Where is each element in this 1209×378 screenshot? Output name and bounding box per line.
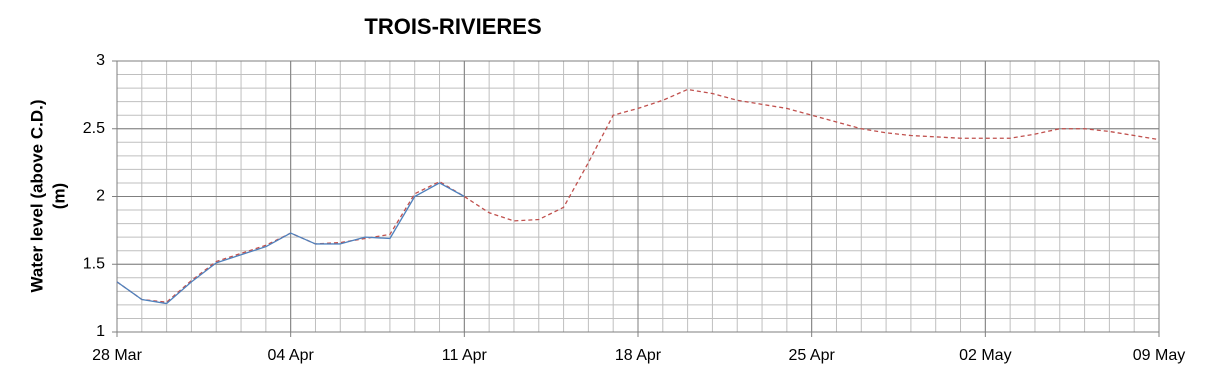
y-axis-label: (m): [49, 183, 68, 209]
y-tick-label: 2.5: [83, 120, 105, 137]
x-tick-label: 02 May: [959, 347, 1011, 364]
x-tick-label: 25 Apr: [789, 347, 836, 364]
chart-title: TROIS-RIVIERES: [364, 14, 541, 39]
x-tick-label: 28 Mar: [92, 347, 142, 364]
x-tick-label: 09 May: [1133, 347, 1185, 364]
x-tick-label: 04 Apr: [268, 347, 315, 364]
x-tick-label: 18 Apr: [615, 347, 662, 364]
y-tick-label: 1: [96, 323, 105, 340]
y-tick-label: 2: [96, 188, 105, 205]
y-tick-label: 3: [96, 52, 105, 69]
y-axis-label: Water level (above C.D.): [27, 99, 46, 292]
x-tick-label: 11 Apr: [442, 347, 488, 364]
series-line: [116, 182, 465, 305]
y-tick-label: 1.5: [83, 255, 105, 272]
